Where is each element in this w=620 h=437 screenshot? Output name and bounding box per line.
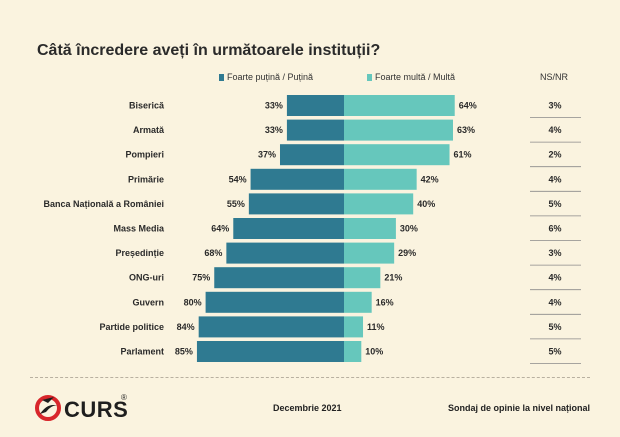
nsnr-value: 3% (548, 101, 561, 111)
data-label-low-trust: 33% (265, 125, 283, 135)
category-label: ONG-uri (129, 273, 164, 283)
bar-high-trust (344, 168, 417, 190)
bar-high-trust (344, 341, 362, 362)
data-label-high-trust: 16% (376, 297, 394, 307)
bar-high-trust (344, 267, 381, 289)
bar-low-trust (198, 316, 344, 338)
data-label-low-trust: 85% (175, 347, 193, 357)
chart-title: Câtă încredere aveți în următoarele inst… (37, 42, 381, 59)
legend-high-trust: Foarte multă / Multă (367, 72, 455, 82)
data-label-high-trust: 11% (367, 322, 385, 332)
legend-swatch-high-trust (367, 73, 372, 81)
nsnr-value: 4% (548, 125, 561, 135)
data-label-low-trust: 80% (184, 297, 202, 307)
category-label: Guvern (132, 297, 164, 307)
category-label: Armată (133, 125, 165, 135)
data-label-high-trust: 29% (398, 248, 416, 258)
bar-high-trust (344, 291, 372, 313)
bar-high-trust (344, 242, 395, 264)
data-label-low-trust: 75% (192, 273, 210, 283)
data-label-high-trust: 30% (400, 224, 418, 234)
nsnr-value: 4% (548, 174, 561, 184)
bar-low-trust (214, 267, 344, 289)
data-label-high-trust: 63% (457, 125, 475, 135)
category-label: Banca Națională a României (43, 199, 164, 209)
data-label-low-trust: 68% (204, 248, 222, 258)
footer-date: Decembrie 2021 (273, 403, 342, 413)
category-label: Președinție (115, 248, 164, 258)
bar-high-trust (344, 119, 453, 141)
category-label: Biserică (129, 101, 165, 111)
data-label-high-trust: 10% (365, 347, 383, 357)
data-label-high-trust: 40% (417, 199, 435, 209)
data-label-high-trust: 64% (459, 101, 477, 111)
bar-high-trust (344, 144, 450, 166)
bar-high-trust (344, 95, 455, 116)
legend-label-high-trust: Foarte multă / Multă (375, 72, 456, 82)
data-label-low-trust: 64% (211, 224, 229, 234)
bar-low-trust (279, 144, 344, 166)
nsnr-value: 6% (548, 224, 561, 234)
bar-low-trust (205, 291, 344, 313)
nsnr-value: 5% (548, 199, 561, 209)
data-label-low-trust: 33% (265, 101, 283, 111)
bar-low-trust (286, 95, 344, 116)
footer-divider (30, 377, 590, 378)
legend-low-trust: Foarte puțină / Puțină (219, 72, 313, 82)
bar-low-trust (196, 341, 344, 362)
logo-wordmark: CURS (64, 397, 129, 422)
data-label-low-trust: 84% (177, 322, 195, 332)
data-label-high-trust: 61% (454, 150, 472, 160)
category-label: Partide politice (99, 322, 164, 332)
nsnr-value: 5% (548, 347, 561, 357)
bar-low-trust (286, 119, 344, 141)
curs-logo-icon (35, 395, 61, 421)
bar-high-trust (344, 218, 396, 239)
nsnr-column-header: NS/NR (539, 72, 568, 82)
category-label: Pompieri (125, 150, 164, 160)
legend-label-low-trust: Foarte puțină / Puțină (227, 72, 314, 82)
nsnr-value: 5% (548, 322, 561, 332)
category-label: Primărie (128, 174, 164, 184)
data-label-high-trust: 21% (384, 273, 402, 283)
bar-low-trust (233, 218, 344, 239)
nsnr-value: 2% (548, 150, 561, 160)
bar-high-trust (344, 316, 364, 338)
data-label-low-trust: 54% (229, 174, 247, 184)
nsnr-value: 4% (548, 297, 561, 307)
data-label-high-trust: 42% (421, 174, 439, 184)
bar-low-trust (250, 168, 344, 190)
category-label: Mass Media (113, 224, 165, 234)
footer-source: Sondaj de opinie la nivel național (448, 403, 591, 413)
logo-registered-mark: ® (121, 393, 127, 402)
data-label-low-trust: 37% (258, 150, 276, 160)
bar-low-trust (248, 193, 344, 215)
nsnr-value: 4% (548, 273, 561, 283)
bar-low-trust (226, 242, 344, 264)
data-label-low-trust: 55% (227, 199, 245, 209)
nsnr-value: 3% (548, 248, 561, 258)
category-label: Parlament (120, 347, 164, 357)
bar-high-trust (344, 193, 414, 215)
legend-swatch-low-trust (219, 73, 224, 81)
